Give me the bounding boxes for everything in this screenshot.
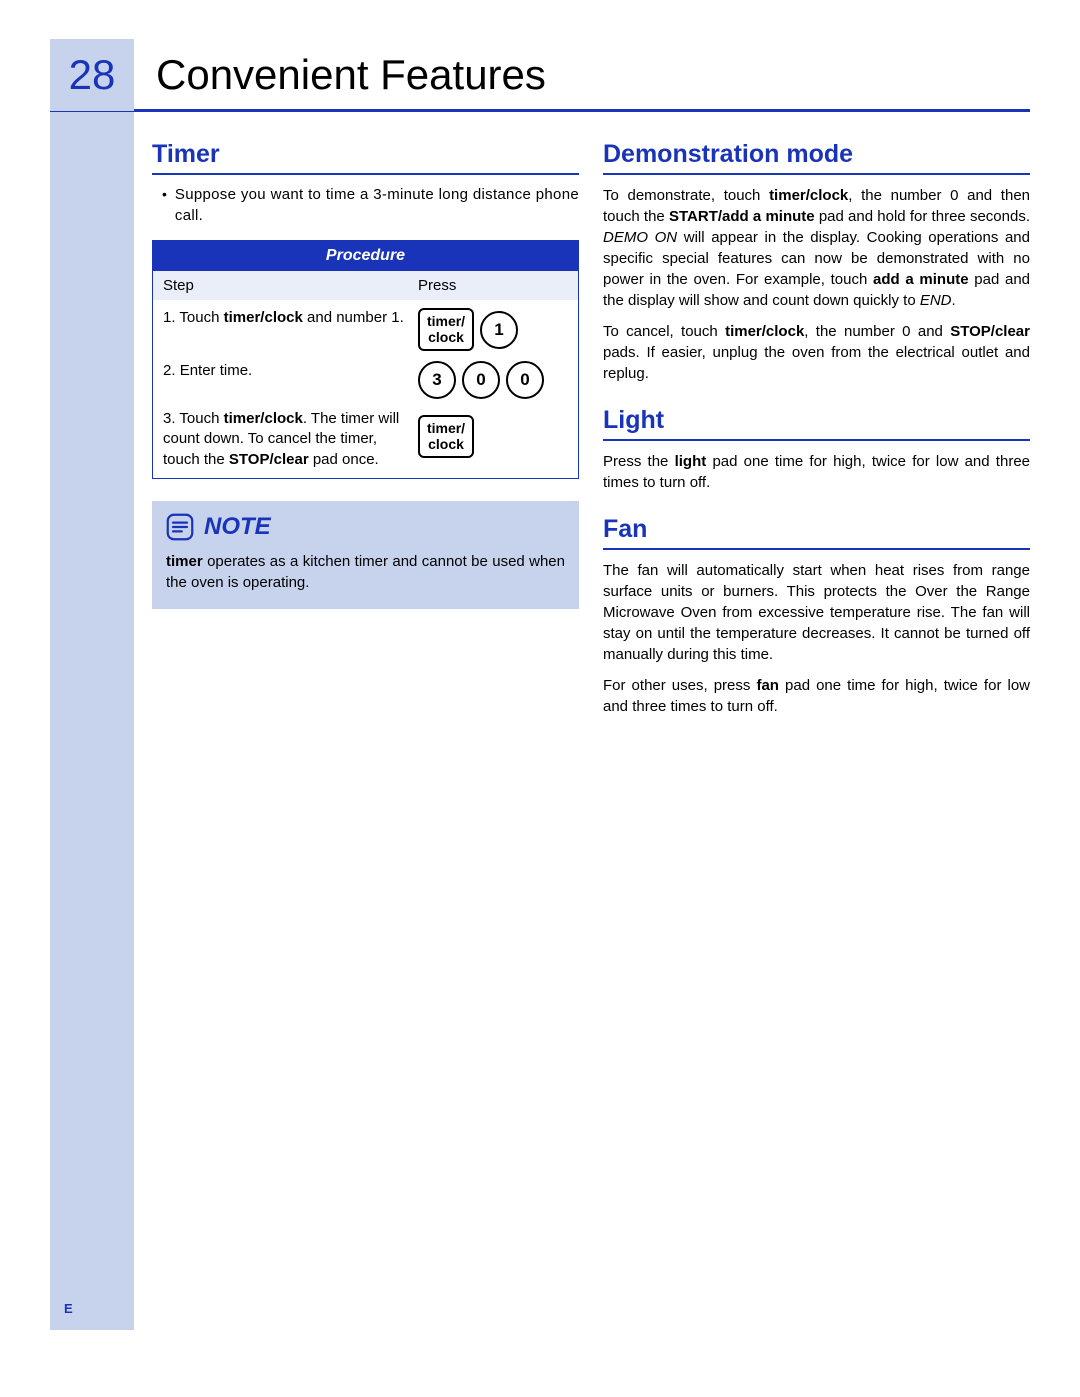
step-text-fragment: Touch (179, 309, 223, 326)
fan-paragraph-2: For other uses, press fan pad one time f… (603, 675, 1030, 717)
step-bold: timer/clock (224, 410, 303, 427)
step-text-fragment: and number 1. (303, 309, 404, 326)
text-fragment: For other uses, press (603, 677, 756, 694)
manual-page: E 28 Convenient Features Timer • Suppose… (0, 0, 1080, 1397)
timer-intro-text: Suppose you want to time a 3-minute long… (175, 185, 579, 226)
right-column: Demonstration mode To demonstrate, touch… (603, 140, 1030, 727)
section-heading-demo: Demonstration mode (603, 140, 1030, 175)
bold-fragment: timer/clock (725, 323, 804, 340)
step-number: 2. (163, 362, 176, 379)
light-paragraph: Press the light pad one time for high, t… (603, 451, 1030, 493)
keypad-button-1: 1 (480, 311, 518, 349)
procedure-subheader: Step Press (153, 271, 578, 300)
timer-intro: • Suppose you want to time a 3-minute lo… (162, 185, 579, 226)
step-text-fragment: Enter time. (180, 362, 253, 379)
side-letter: E (64, 1301, 73, 1316)
demo-paragraph-1: To demonstrate, touch timer/clock, the n… (603, 185, 1030, 311)
timer-clock-button: timer/clock (418, 415, 474, 458)
step-number: 3. (163, 410, 176, 427)
keypad-button-0: 0 (462, 361, 500, 399)
text-fragment: , the number 0 and (804, 323, 950, 340)
page-number: 28 (50, 39, 134, 111)
step-column-header: Step (163, 277, 418, 294)
demo-paragraph-2: To cancel, touch timer/clock, the number… (603, 321, 1030, 384)
step-bold: STOP/clear (229, 451, 309, 468)
bold-fragment: fan (756, 677, 779, 694)
content-columns: Timer • Suppose you want to time a 3-min… (152, 140, 1030, 727)
bold-fragment: STOP/clear (950, 323, 1030, 340)
step-text-fragment: Touch (179, 410, 223, 427)
press-cell: 3 0 0 (418, 361, 568, 399)
italic-fragment: DEMO ON (603, 229, 677, 246)
step-text: 3. Touch timer/clock. The timer will cou… (163, 409, 418, 470)
step-text-fragment: pad once. (309, 451, 379, 468)
press-cell: timer/clock (418, 409, 568, 458)
procedure-table: Procedure Step Press 1. Touch timer/cloc… (152, 240, 579, 479)
text-fragment: To demonstrate, touch (603, 187, 769, 204)
procedure-row: 3. Touch timer/clock. The timer will cou… (153, 407, 578, 478)
note-title: NOTE (204, 513, 271, 541)
procedure-header: Procedure (153, 241, 578, 271)
left-column: Timer • Suppose you want to time a 3-min… (152, 140, 579, 727)
step-bold: timer/clock (224, 309, 303, 326)
section-heading-light: Light (603, 406, 1030, 441)
text-fragment: To cancel, touch (603, 323, 725, 340)
note-text: timer operates as a kitchen timer and ca… (166, 551, 565, 593)
page-title: Convenient Features (156, 51, 546, 99)
procedure-row: 2. Enter time. 3 0 0 (153, 359, 578, 407)
note-bold-lead: timer (166, 553, 203, 570)
text-fragment: pads. If easier, unplug the oven from th… (603, 344, 1030, 382)
note-box: NOTE timer operates as a kitchen timer a… (152, 501, 579, 609)
side-strip: E (50, 40, 134, 1330)
note-header: NOTE (166, 513, 565, 541)
keypad-button-3: 3 (418, 361, 456, 399)
press-column-header: Press (418, 277, 568, 294)
bullet-icon: • (162, 185, 167, 226)
keypad-button-0: 0 (506, 361, 544, 399)
text-fragment: Press the (603, 453, 675, 470)
note-text-rest: operates as a kitchen timer and cannot b… (166, 553, 565, 591)
fan-paragraph-1: The fan will automatically start when he… (603, 560, 1030, 665)
bold-fragment: START/add a minute (669, 208, 815, 225)
timer-clock-button: timer/clock (418, 308, 474, 351)
italic-fragment: END (920, 292, 952, 309)
procedure-row: 1. Touch timer/clock and number 1. timer… (153, 300, 578, 359)
step-text: 1. Touch timer/clock and number 1. (163, 308, 418, 328)
page-header: 28 Convenient Features (50, 40, 1030, 112)
text-fragment: pad and hold for three seconds. (815, 208, 1030, 225)
bold-fragment: add a minute (873, 271, 969, 288)
text-fragment: . (952, 292, 956, 309)
step-text: 2. Enter time. (163, 361, 418, 381)
press-cell: timer/clock 1 (418, 308, 568, 351)
bold-fragment: light (675, 453, 707, 470)
section-heading-timer: Timer (152, 140, 579, 175)
section-heading-fan: Fan (603, 515, 1030, 550)
note-icon (166, 513, 194, 541)
bold-fragment: timer/clock (769, 187, 848, 204)
step-number: 1. (163, 309, 176, 326)
